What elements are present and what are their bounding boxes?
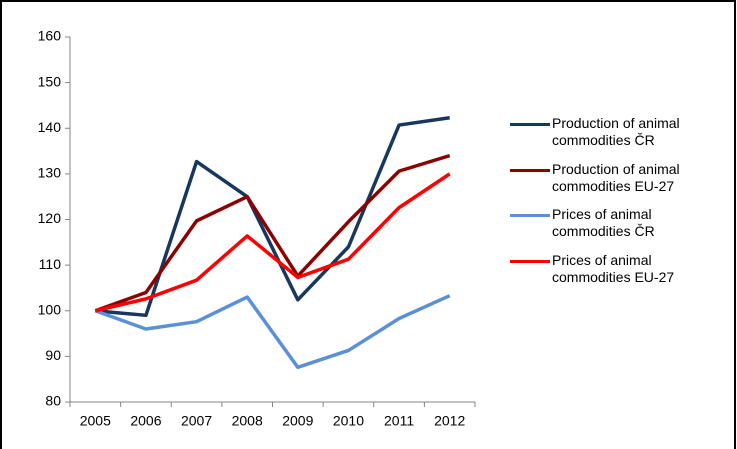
series-line xyxy=(94,294,451,370)
y-tick-label: 150 xyxy=(38,73,62,89)
legend-entry: Prices of animal commodities EU-27 xyxy=(510,252,680,298)
x-tick-label: 2011 xyxy=(384,413,414,429)
y-tick-label: 130 xyxy=(38,165,62,181)
series-line xyxy=(94,172,451,313)
legend: Production of animal commodities ČR Produ… xyxy=(510,115,680,297)
series-line xyxy=(95,116,450,318)
legend-swatch xyxy=(510,214,550,218)
y-tick-label: 140 xyxy=(38,119,62,135)
x-tick-label: 2007 xyxy=(181,413,212,429)
y-tick-label: 160 xyxy=(38,28,62,44)
x-tick-label: 2005 xyxy=(80,413,111,429)
legend-entry: Production of animal commodities EU-27 xyxy=(510,161,680,207)
legend-swatch xyxy=(510,123,550,126)
y-tick-label: 100 xyxy=(38,301,62,317)
y-tick-label: 110 xyxy=(39,256,62,272)
y-tick-label: 120 xyxy=(38,210,62,226)
x-tick-label: 2010 xyxy=(333,413,364,429)
x-tick-label: 2006 xyxy=(130,413,161,429)
legend-label: Prices of animal commodities EU-27 xyxy=(552,251,675,285)
legend-entry: Production of animal commodities ČR xyxy=(510,115,680,161)
legend-label: Production of animal commodities EU-27 xyxy=(552,160,680,194)
x-tick-label: 2008 xyxy=(232,413,263,429)
x-tick-label: 2012 xyxy=(434,413,465,429)
series-line xyxy=(94,153,451,313)
y-tick-label: 80 xyxy=(45,393,61,409)
legend-label: Production of animal commodities ČR xyxy=(552,115,680,148)
legend-swatch xyxy=(510,259,550,263)
legend-label: Prices of animal commodities ČR xyxy=(552,206,655,240)
legend-entry: Prices of animal commodities ČR xyxy=(510,206,680,252)
legend-swatch xyxy=(510,168,550,172)
y-tick-label: 90 xyxy=(45,347,61,363)
x-tick-label: 2009 xyxy=(282,413,313,429)
